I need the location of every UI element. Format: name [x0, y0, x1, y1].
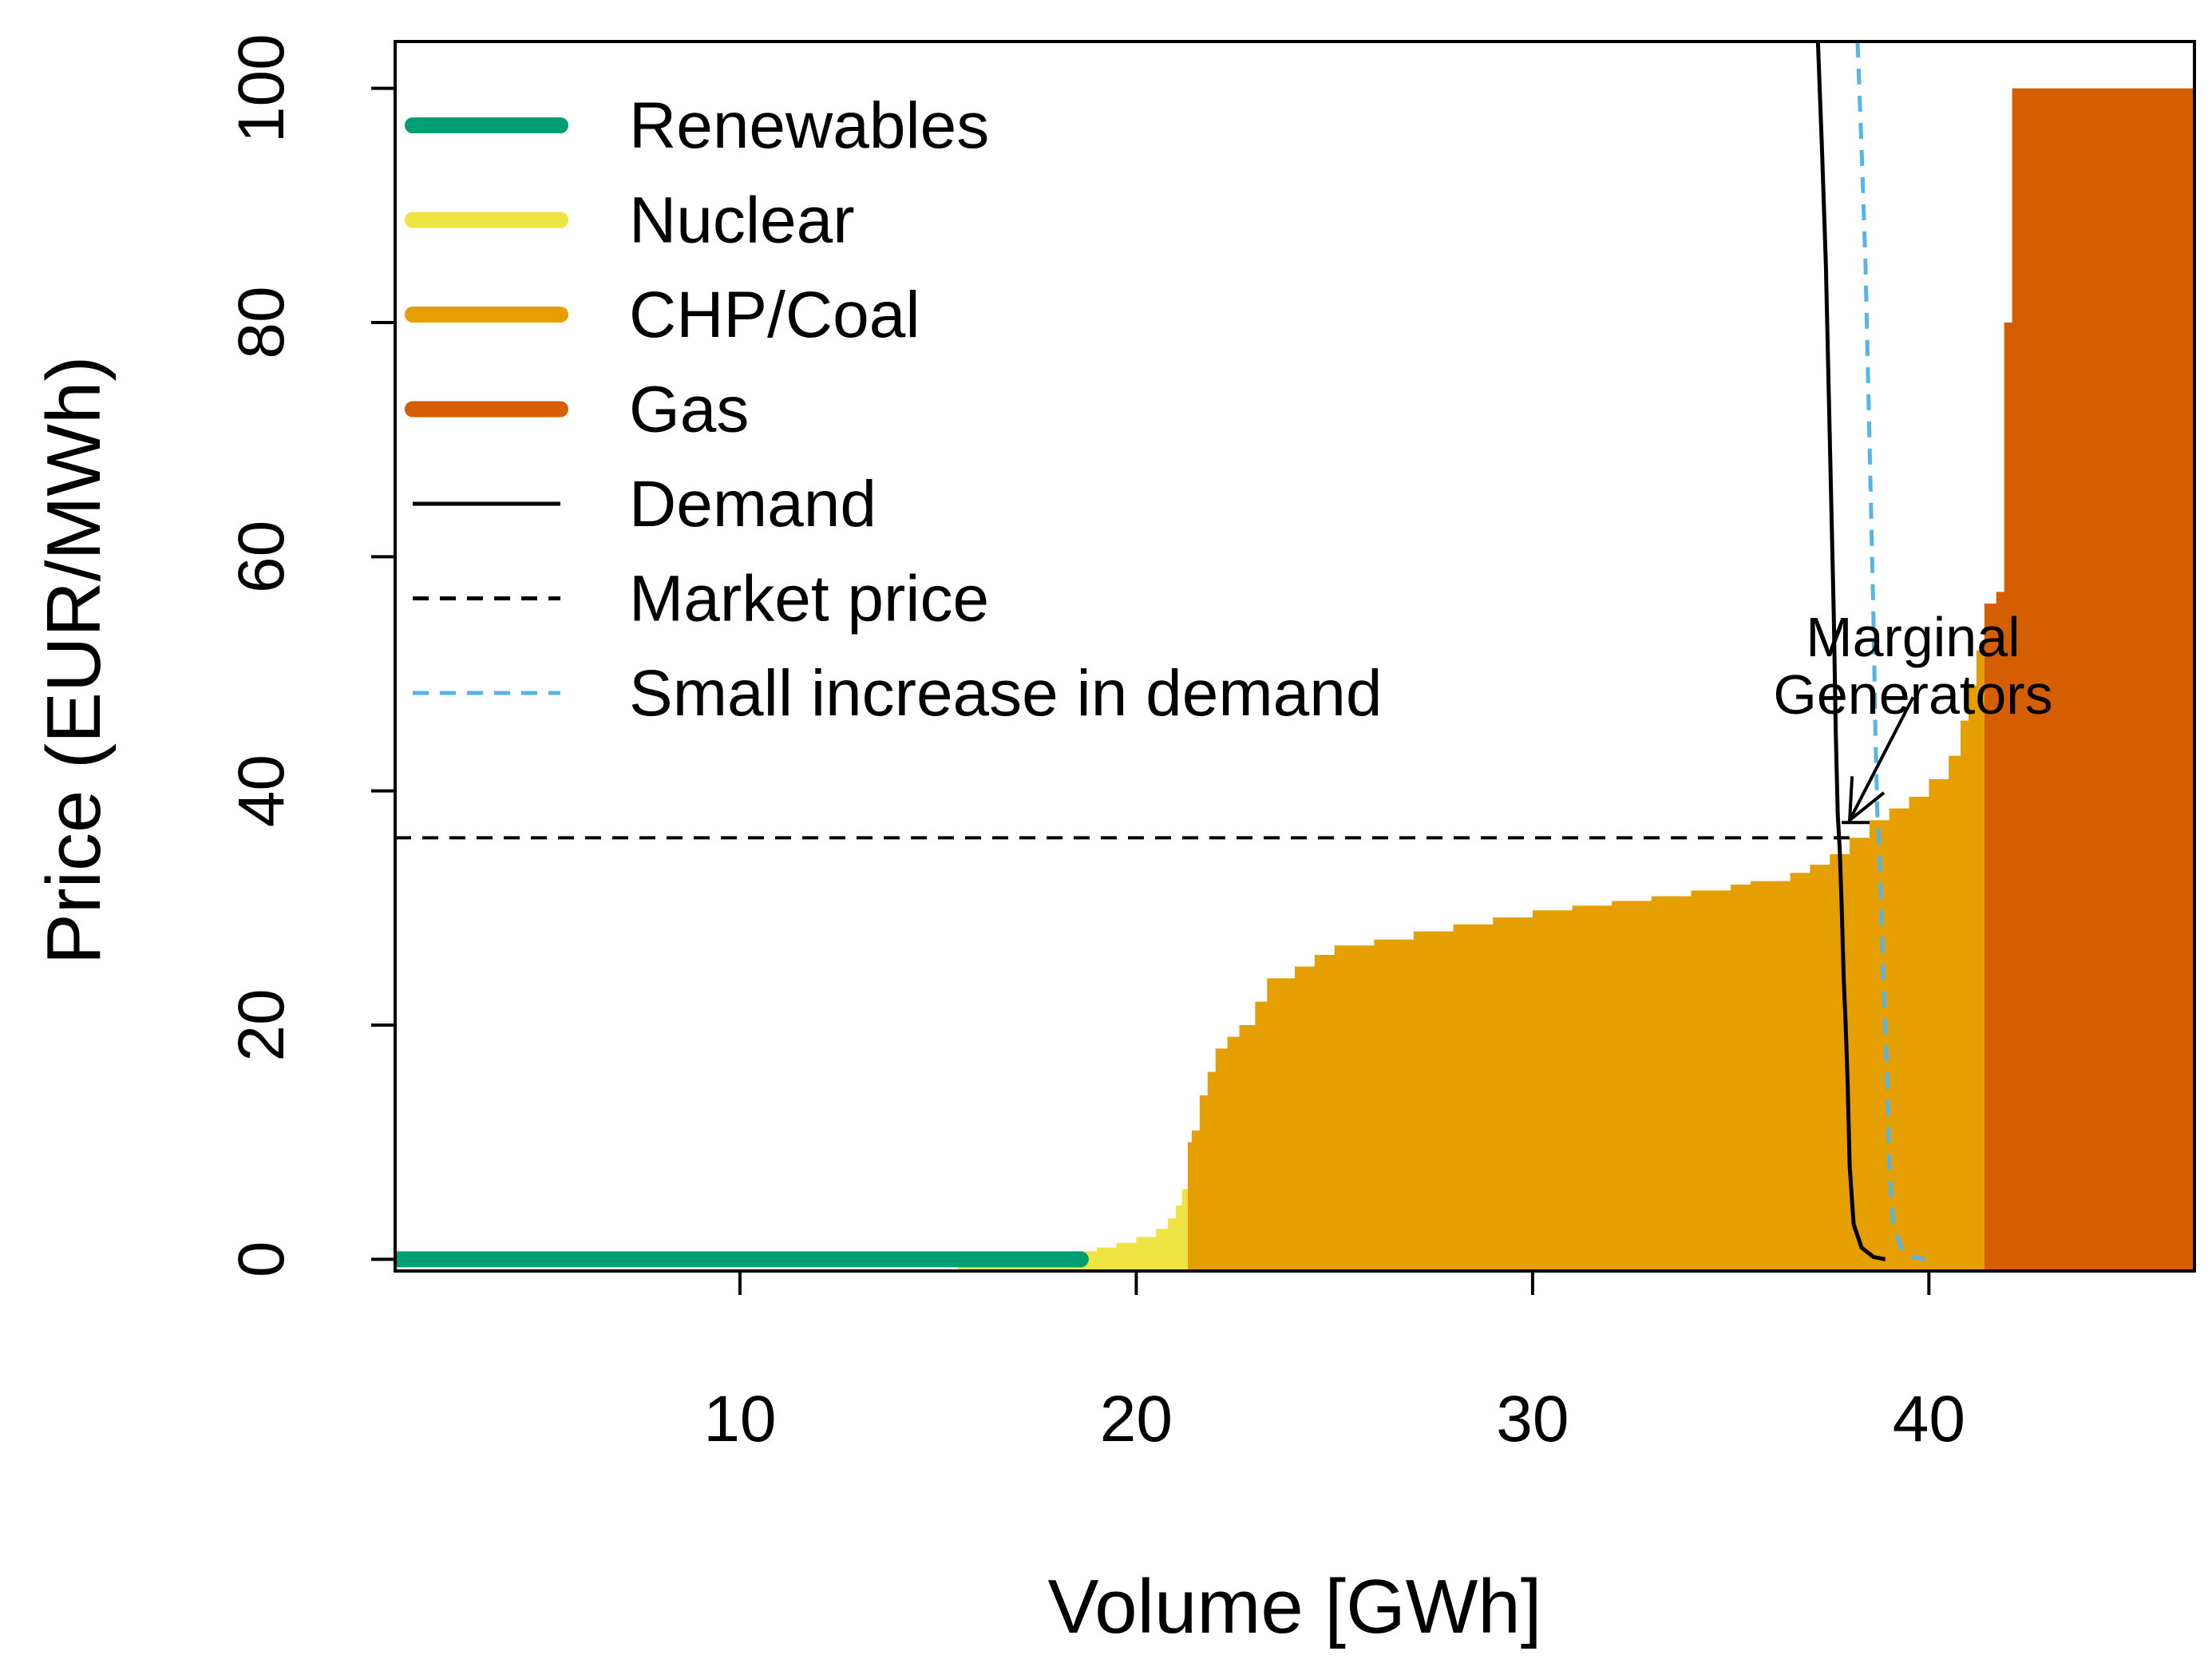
small-increase-demand-line [1855, 42, 1925, 1261]
area-chp_coal [1187, 615, 1984, 1271]
legend-label-demand: Demand [629, 468, 876, 540]
supply-areas [957, 42, 2194, 1271]
legend-label-nuclear: Nuclear [629, 184, 855, 257]
y-tick-label: 100 [225, 34, 298, 143]
annotation-arrow-head [1847, 776, 1886, 824]
annotation-arrow-shaft [1848, 696, 1915, 822]
annotation-line-2: Generators [1773, 663, 2052, 726]
legend-label-small_increase: Small increase in demand [629, 657, 1382, 730]
curve-lines [395, 42, 1925, 1268]
x-tick-label: 40 [1893, 1383, 1965, 1455]
axes: 10 20 30 40 0 20 40 60 80 100 [225, 34, 1965, 1455]
annotation: Marginal Generators [1773, 606, 2053, 825]
x-tick-label: 30 [1496, 1383, 1569, 1455]
annotation-line-1: Marginal [1806, 606, 2020, 668]
area-nuclear [957, 1159, 1188, 1271]
legend: Renewables Nuclear CHP/Coal Gas Demand Market… [405, 89, 1382, 730]
y-tick-label: 0 [225, 1241, 298, 1278]
x-tick-label: 20 [1100, 1383, 1173, 1455]
legend-label-chp_coal: CHP/Coal [629, 279, 920, 351]
legend-label-renewables: Renewables [629, 89, 989, 162]
demand-line [1815, 42, 1886, 1261]
x-axis-title: Volume [GWh] [1048, 1564, 1542, 1649]
legend-label-market_price: Market price [629, 563, 989, 635]
y-axis-title: Price (EUR/MWh) [31, 356, 117, 965]
legend-label-gas: Gas [629, 374, 749, 446]
y-tick-label: 80 [225, 286, 298, 358]
y-tick-label: 40 [225, 754, 298, 827]
y-tick-label: 60 [225, 521, 298, 593]
y-tick-label: 20 [225, 988, 298, 1061]
x-tick-label: 10 [703, 1383, 776, 1455]
area-gas [1984, 42, 2194, 1271]
